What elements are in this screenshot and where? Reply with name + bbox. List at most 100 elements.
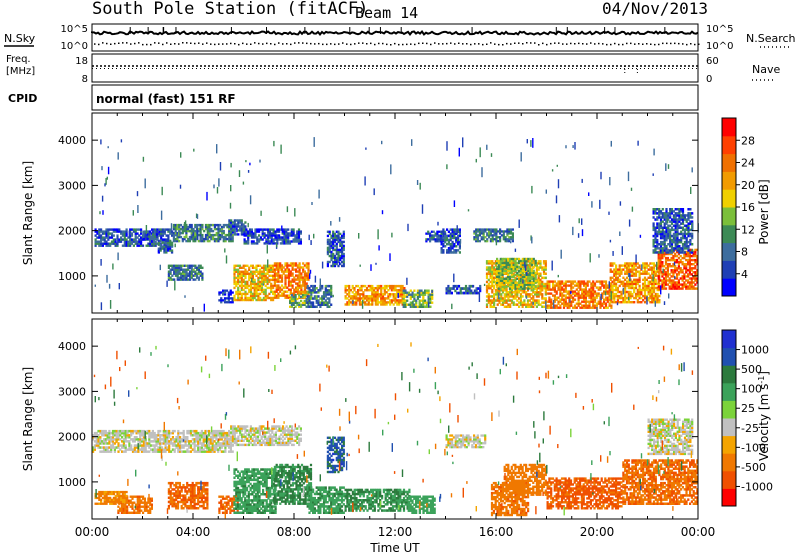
nsearch-trace-dot [278, 42, 280, 44]
power-cell [433, 234, 435, 236]
nsearch-trace-dot [154, 42, 156, 44]
power-cell [223, 230, 225, 232]
power-cell [620, 291, 622, 293]
power-echo [309, 273, 310, 279]
power-cell [427, 238, 429, 240]
power-cell [304, 300, 306, 302]
nsearch-trace-dot [586, 43, 588, 45]
power-cell [191, 224, 193, 226]
power-cell [299, 268, 301, 270]
power-cell [687, 208, 689, 211]
power-cell [669, 263, 671, 265]
nsearch-trace-dot [254, 42, 256, 44]
power-cell [131, 232, 133, 234]
power-cell [598, 292, 600, 294]
power-cell [682, 233, 684, 236]
freq-tick-top: 18 [75, 56, 88, 67]
power-cell [691, 216, 693, 219]
power-cell [250, 265, 252, 267]
power-cell [620, 293, 622, 295]
power-cell [572, 290, 574, 292]
cpid-label: CPID [8, 92, 37, 105]
power-echo [552, 261, 553, 271]
power-cell [581, 305, 583, 307]
nsearch-tick-top: 10^5 [706, 24, 733, 35]
power-cell [398, 303, 400, 305]
power-cell [296, 298, 298, 300]
power-echo [530, 140, 531, 147]
power-cell [158, 228, 160, 230]
power-echo [174, 281, 175, 291]
power-cell [270, 265, 272, 267]
power-echo [180, 185, 181, 189]
nsearch-trace-dot [150, 44, 152, 46]
power-cell [661, 261, 663, 263]
power-cell [486, 238, 488, 240]
power-echo [454, 200, 455, 207]
power-cell [232, 291, 234, 293]
power-cell [674, 281, 676, 283]
nsky-label: N.Sky [4, 32, 36, 45]
power-cell [674, 259, 676, 261]
power-cell [581, 301, 583, 303]
power-cell [694, 287, 696, 289]
power-cell [545, 297, 547, 300]
power-cell [171, 244, 173, 246]
power-cell [261, 277, 263, 279]
power-echo [526, 272, 527, 276]
nsearch-trace-dot [306, 43, 308, 45]
power-cell [653, 235, 655, 238]
nsearch-trace-dot [550, 43, 552, 45]
nsearch-trace-dot [234, 43, 236, 45]
power-cell [662, 212, 664, 215]
power-echo [431, 290, 432, 293]
power-echo [398, 293, 399, 298]
power-echo [574, 142, 575, 150]
power-cell [689, 208, 691, 211]
freq-tick-bottom: 8 [82, 74, 88, 85]
power-cell [524, 258, 526, 260]
power-cell [615, 283, 617, 285]
nsearch-trace-dot [494, 43, 496, 45]
nsearch-trace-dot [374, 44, 376, 46]
power-cell [295, 294, 297, 296]
power-cell [518, 258, 520, 260]
power-cell [603, 307, 605, 309]
power-echo [320, 279, 321, 289]
nsearch-trace-dot [666, 43, 668, 45]
power-cell [361, 287, 363, 289]
nsearch-trace-dot [258, 43, 260, 45]
nsearch-trace-dot [678, 43, 680, 45]
nsearch-trace-dot [658, 44, 660, 46]
power-cell [689, 281, 691, 283]
nsearch-trace-dot [162, 44, 164, 46]
nsearch-trace-dot [574, 43, 576, 45]
nsearch-trace-dot [238, 44, 240, 46]
power-cell [235, 265, 237, 267]
beam-label: Beam 14 [355, 4, 418, 22]
power-cell [620, 283, 622, 285]
power-echo [309, 235, 310, 240]
nsearch-trace-dot [282, 43, 284, 45]
power-cell [665, 257, 667, 259]
power-cell [512, 228, 514, 230]
nsearch-trace-dot [562, 43, 564, 45]
power-cell [689, 273, 691, 275]
power-cell [596, 297, 598, 299]
nsearch-trace-dot [426, 43, 428, 45]
power-cell [658, 295, 660, 297]
power-cell [122, 238, 124, 240]
power-cell [610, 305, 612, 307]
power-echo [610, 240, 611, 243]
power-cell [241, 297, 243, 299]
power-cell [527, 288, 529, 290]
nsearch-trace-dot [638, 43, 640, 45]
nsearch-trace-dot [122, 42, 124, 44]
power-cell [639, 264, 641, 266]
power-cell [596, 286, 598, 288]
power-cell [535, 286, 537, 288]
power-cell [451, 292, 453, 295]
power-cell [255, 275, 257, 277]
power-cell [265, 265, 267, 267]
power-cell [596, 303, 598, 305]
